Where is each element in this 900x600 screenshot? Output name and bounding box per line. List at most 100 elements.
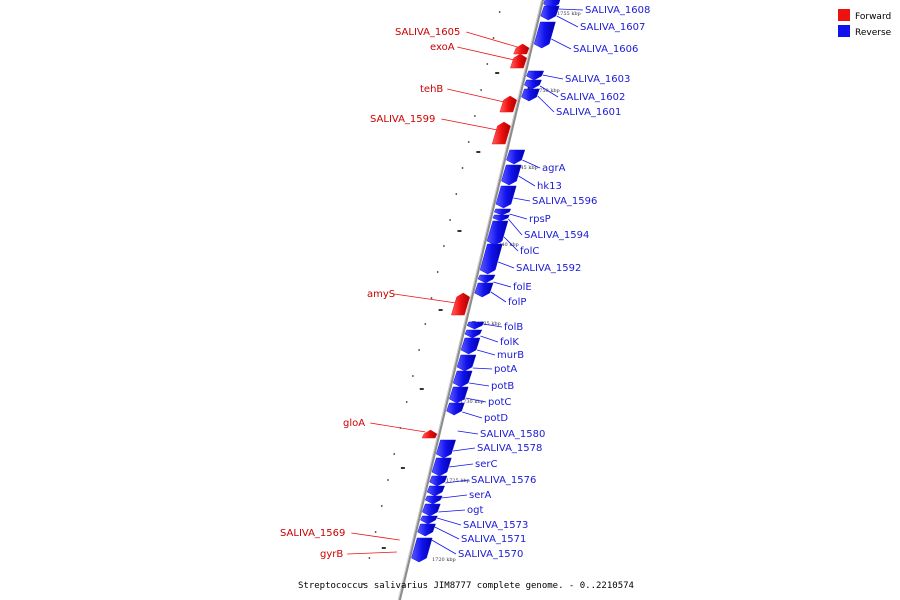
scale-dots — [362, 11, 501, 585]
gene-label-potc: potC — [488, 397, 511, 408]
leader-line — [452, 447, 476, 452]
gene-feature-amys[interactable] — [451, 292, 470, 316]
leader-line — [483, 323, 503, 328]
leader-line — [513, 197, 531, 202]
gene-feature-tehb[interactable] — [499, 95, 517, 113]
gene-feature-saliva_1599[interactable] — [491, 121, 511, 145]
legend-label-forward: Forward — [855, 12, 891, 22]
gene-feature-potb[interactable] — [452, 370, 473, 388]
leader-line — [522, 159, 541, 169]
scale-dot — [449, 219, 451, 221]
gene-feature-saliva_1573[interactable] — [420, 515, 438, 525]
gene-label-saliva_1601: SALIVA_1601 — [556, 107, 621, 118]
genome-caption: Streptococcus salivarius JIM8777 complet… — [298, 581, 634, 591]
kbp-label: 1730 kbp — [460, 399, 484, 405]
leader-line — [351, 532, 400, 541]
gene-label-saliva_1569: SALIVA_1569 — [280, 528, 345, 539]
leader-line — [472, 367, 493, 370]
gene-feature-potd[interactable] — [446, 402, 465, 416]
gene-feature-saliva_1594[interactable] — [492, 214, 510, 222]
leader-line — [539, 85, 559, 98]
gene-label-saliva_1594: SALIVA_1594 — [524, 230, 589, 241]
gene-label-saliva_1576: SALIVA_1576 — [471, 475, 536, 486]
gene-feature-folp[interactable] — [474, 282, 494, 298]
leader-line — [465, 397, 487, 403]
gene-label-saliva_1580: SALIVA_1580 — [480, 429, 545, 440]
leader-line — [490, 291, 507, 303]
scale-dot — [467, 141, 470, 143]
gene-feature-serc[interactable] — [429, 475, 448, 487]
gene-feature-saliva_1578[interactable] — [431, 457, 452, 477]
leader-line — [431, 539, 457, 555]
gene-feature-ogt[interactable] — [422, 503, 441, 517]
gene-feature-folk[interactable] — [464, 329, 483, 339]
gene-feature-folc[interactable] — [486, 220, 509, 246]
label-leader-lines — [347, 8, 584, 555]
gene-label-saliva_1571: SALIVA_1571 — [461, 534, 526, 545]
gene-feature-pota[interactable] — [456, 354, 477, 372]
leader-line — [507, 218, 523, 236]
gene-labels: SALIVA_1608 SALIVA_1607 SALIVA_1606 SALIVA_… — [280, 5, 650, 560]
gene-label-saliva_1592: SALIVA_1592 — [516, 263, 581, 274]
gene-label-folp: folP — [508, 297, 526, 308]
gene-feature-sera[interactable] — [424, 495, 443, 505]
scale-dot — [480, 89, 482, 91]
gene-features[interactable] — [411, 0, 564, 563]
gene-label-saliva_1607: SALIVA_1607 — [580, 22, 645, 33]
gene-feature-potc[interactable] — [449, 386, 469, 404]
kbp-label: 1725 kbp — [446, 478, 470, 484]
scale-dot — [412, 375, 414, 377]
gene-feature-saliva_1571[interactable] — [417, 523, 436, 537]
gene-feature-rpsp[interactable] — [493, 208, 512, 216]
kbp-label: 1745 kbp — [514, 165, 538, 171]
leader-line — [493, 281, 512, 288]
gene-feature-saliva_1602[interactable] — [524, 79, 542, 90]
leader-line — [466, 31, 518, 48]
gene-label-folk: folK — [500, 337, 519, 348]
gene-label-saliva_1606: SALIVA_1606 — [573, 44, 638, 55]
scale-dot — [368, 557, 371, 559]
gene-feature-saliva_1606[interactable] — [533, 21, 556, 49]
gene-label-fole: folE — [513, 282, 532, 293]
gene-label-saliva_1603: SALIVA_1603 — [565, 74, 630, 85]
gene-feature-fole[interactable] — [477, 274, 496, 284]
gene-feature-gloa[interactable] — [421, 429, 438, 439]
leader-line — [347, 551, 397, 555]
leader-line — [457, 430, 479, 435]
gene-feature-agra[interactable] — [506, 149, 526, 165]
gene-label-folc: folC — [520, 246, 539, 257]
gene-feature-exoa[interactable] — [510, 53, 527, 69]
leader-line — [542, 74, 564, 80]
gene-label-rpsp: rpsP — [529, 214, 551, 225]
leader-line — [441, 118, 498, 131]
scale-dot — [387, 479, 389, 481]
leader-line — [445, 479, 470, 484]
gene-feature-saliva_1596[interactable] — [495, 185, 517, 209]
gene-feature-saliva_1607[interactable] — [540, 5, 560, 21]
gene-feature-folb[interactable] — [466, 321, 485, 330]
leader-line — [447, 88, 505, 103]
gene-feature-saliva_1601[interactable] — [521, 88, 540, 102]
scale-dot — [362, 583, 365, 585]
gene-feature-saliva_1580[interactable] — [436, 439, 456, 459]
leader-line — [469, 382, 490, 387]
gene-feature-saliva_1605[interactable] — [513, 43, 530, 55]
gene-feature-saliva_1592[interactable] — [479, 243, 503, 275]
gene-feature-saliva_1603[interactable] — [526, 70, 545, 81]
scale-dot — [443, 245, 445, 247]
gene-label-potd: potD — [484, 413, 508, 424]
gene-feature-saliva_1570[interactable] — [411, 537, 433, 563]
legend-swatch-forward — [838, 9, 850, 21]
gene-label-folb: folB — [504, 322, 523, 333]
gene-label-hk13: hk13 — [537, 181, 562, 192]
gene-label-agra: agrA — [542, 163, 566, 174]
gene-feature-murb[interactable] — [460, 337, 481, 355]
leader-line — [441, 494, 468, 499]
legend: Forward Reverse — [838, 9, 892, 38]
gene-feature-hk13[interactable] — [501, 164, 522, 186]
gene-feature-saliva_1576[interactable] — [426, 485, 445, 497]
kbp-label: 1735 kbp — [477, 321, 501, 327]
legend-label-reverse: Reverse — [855, 28, 892, 38]
leader-line — [394, 293, 457, 304]
